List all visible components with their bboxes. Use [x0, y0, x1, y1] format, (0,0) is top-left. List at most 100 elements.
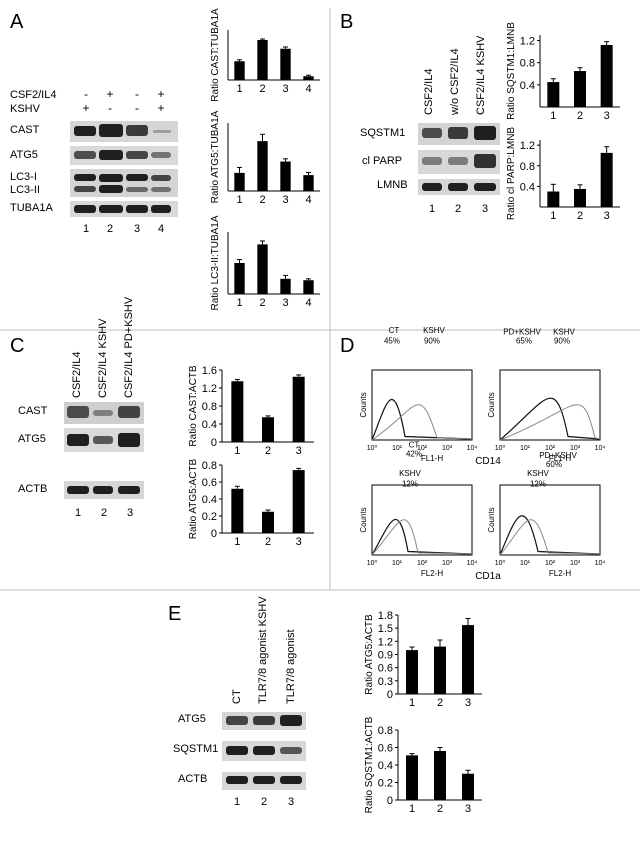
band — [253, 776, 275, 784]
histogram-x-tick: 10³ — [570, 560, 581, 567]
histogram-label: 65% — [516, 337, 532, 346]
lane-label: 1 — [429, 203, 435, 215]
panel-c-blot: CSF2/IL4 CSF2/IL4 KSHV CSF2/IL4 PD+KSHV … — [18, 296, 144, 519]
bar — [434, 751, 446, 800]
panel-letter-c: C — [10, 335, 24, 357]
band-label-cast: CAST — [10, 124, 40, 136]
lane-label: 2 — [107, 223, 113, 235]
histogram-frame — [499, 369, 601, 441]
bar — [234, 263, 245, 294]
lane-label: 3 — [127, 507, 133, 519]
blot-strip-cast — [70, 121, 178, 142]
bar — [574, 71, 586, 107]
y-axis-label: Ratio SQSTM1:ACTB — [364, 716, 375, 813]
bar — [574, 188, 586, 207]
band-label-lc3-ii: LC3-II — [10, 184, 40, 196]
y-tick-label: 0.4 — [378, 760, 393, 772]
band — [280, 747, 302, 754]
y-tick-label: 0.8 — [520, 161, 535, 173]
histogram-y-label: Counts — [359, 507, 368, 532]
histogram-label: 90% — [424, 337, 440, 346]
band — [93, 410, 113, 416]
x-tick-label: 3 — [296, 445, 302, 457]
histogram-curve-gray — [371, 519, 473, 556]
band — [126, 187, 148, 192]
y-tick-label: 1.2 — [378, 636, 393, 648]
x-tick-label: 3 — [465, 697, 471, 709]
x-tick-label: 3 — [296, 536, 302, 548]
x-tick-label: 2 — [259, 83, 265, 95]
y-tick-label: 0.9 — [378, 650, 393, 662]
bar — [547, 82, 560, 107]
band-label-atg5: ATG5 — [10, 149, 38, 161]
band — [118, 406, 140, 418]
band — [474, 126, 496, 140]
bar — [303, 280, 314, 294]
bar — [600, 152, 613, 207]
marker-label: CD1a — [475, 571, 501, 582]
x-tick-label: 3 — [282, 297, 288, 309]
blot-strip-atg5 — [70, 146, 178, 165]
histogram-frame — [371, 484, 473, 556]
histogram-x-tick: 10⁴ — [467, 445, 478, 452]
y-axis-label: Ratio ATG5:ACTB — [364, 614, 375, 695]
sign-a-2-1: + — [82, 101, 89, 115]
histogram-label: CT — [409, 440, 420, 449]
panel-letter-e: E — [168, 603, 181, 625]
x-tick-label: 1 — [550, 210, 556, 222]
blot-bands-c — [67, 406, 140, 494]
band — [93, 486, 113, 494]
x-tick-label: 2 — [259, 297, 265, 309]
sign-a-1-2: + — [106, 87, 113, 101]
band-label-atg5: ATG5 — [178, 713, 206, 725]
histogram-frame — [371, 369, 473, 441]
band-label-cl-parp: cl PARP — [362, 155, 402, 167]
column-label-csf2il4: CSF2/IL4 — [423, 69, 435, 115]
histogram-label: 12% — [402, 480, 418, 489]
x-tick-label: 2 — [577, 210, 583, 222]
band — [74, 205, 96, 213]
band — [448, 183, 468, 191]
bar — [280, 278, 291, 294]
bar-chart-a-2: 1 2 3 4 Ratio LC3-II:TUBA1A — [210, 215, 320, 311]
sign-a-1-4: + — [157, 87, 164, 101]
x-tick-label: 1 — [409, 803, 415, 815]
histogram-x-tick: 10⁰ — [367, 559, 378, 567]
histogram-x-tick: 10² — [545, 445, 556, 452]
histogram-curve-gray — [499, 519, 601, 556]
y-tick-label: 0.8 — [520, 58, 535, 70]
bar — [406, 650, 418, 694]
histogram-x-tick: 10³ — [442, 560, 453, 567]
x-tick-label: 3 — [604, 210, 610, 222]
histogram-cd14-ct-vs-kshv: 45% CT 90% KSHV 10⁰ 10¹ 10² 10³ 10⁴ FL1-H Counts — [359, 326, 477, 463]
band-label-sqstm1: SQSTM1 — [173, 743, 218, 755]
histogram-x-tick: 10⁴ — [595, 445, 606, 452]
histogram-label: 45% — [384, 337, 400, 346]
y-tick-label: 0 — [387, 689, 393, 701]
histogram-x-label: FL1-H — [549, 454, 571, 463]
x-tick-label: 1 — [234, 445, 240, 457]
x-tick-label: 4 — [305, 297, 311, 309]
x-tick-label: 1 — [236, 297, 242, 309]
band — [253, 716, 275, 725]
band — [448, 127, 468, 139]
sign-a-1-1: - — [84, 87, 88, 101]
histogram-x-tick: 10² — [417, 560, 428, 567]
band — [74, 151, 96, 159]
sign-a-2-4: + — [157, 101, 164, 115]
band — [151, 205, 171, 213]
y-tick-label: 0.6 — [378, 663, 393, 675]
blot-strip-tuba1a — [70, 201, 178, 217]
band — [99, 205, 123, 213]
y-tick-label: 0.8 — [202, 401, 217, 413]
histogram-label: 90% — [554, 337, 570, 346]
x-tick-label: 1 — [409, 697, 415, 709]
y-axis-label: Ratio SQSTM1:LMNB — [506, 22, 517, 120]
band — [99, 174, 123, 182]
blot-bands-a — [74, 124, 171, 213]
band — [151, 175, 171, 181]
